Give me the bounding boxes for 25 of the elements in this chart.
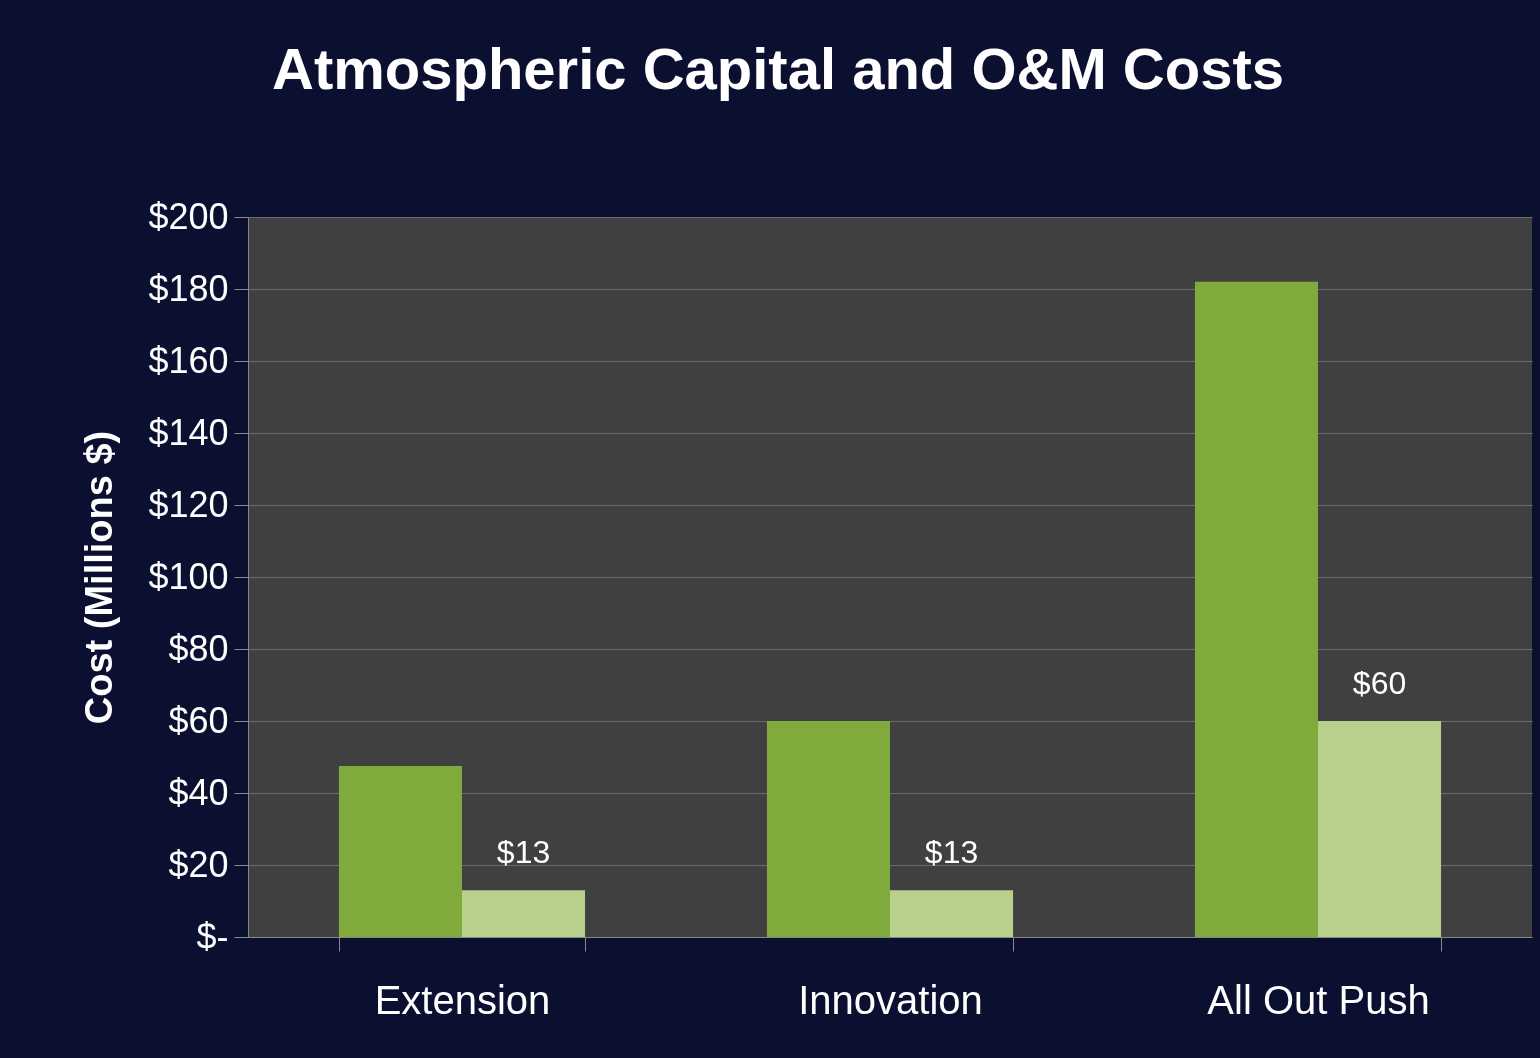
chart-title: Atmospheric Capital and O&M Costs xyxy=(272,36,1284,101)
y-tick-label: $20 xyxy=(168,843,229,885)
y-tick-label: $140 xyxy=(148,411,229,453)
y-tick-label: $- xyxy=(196,915,229,957)
x-tick-label: All Out Push xyxy=(1207,977,1430,1022)
y-tick-label: $200 xyxy=(148,195,229,237)
data-label: $13 xyxy=(496,834,551,871)
y-tick-label: $160 xyxy=(148,339,229,381)
bar xyxy=(890,890,1014,937)
y-tick-label: $180 xyxy=(148,267,229,309)
bar xyxy=(338,766,462,937)
y-tick-label: $80 xyxy=(168,627,229,669)
bar xyxy=(462,890,586,937)
bar xyxy=(766,721,890,937)
bar xyxy=(1194,281,1318,937)
y-tick-label: $120 xyxy=(148,483,229,525)
y-tick-label: $40 xyxy=(168,771,229,813)
x-tick-label: Innovation xyxy=(798,977,983,1022)
y-tick-label: $60 xyxy=(168,699,229,741)
data-label: $60 xyxy=(1352,665,1407,701)
y-tick-label: $100 xyxy=(148,555,229,597)
x-tick-label: Extension xyxy=(374,977,551,1022)
bar xyxy=(1318,721,1442,937)
data-label: $13 xyxy=(924,834,979,871)
y-axis-title: Cost (Millions $) xyxy=(78,430,121,725)
